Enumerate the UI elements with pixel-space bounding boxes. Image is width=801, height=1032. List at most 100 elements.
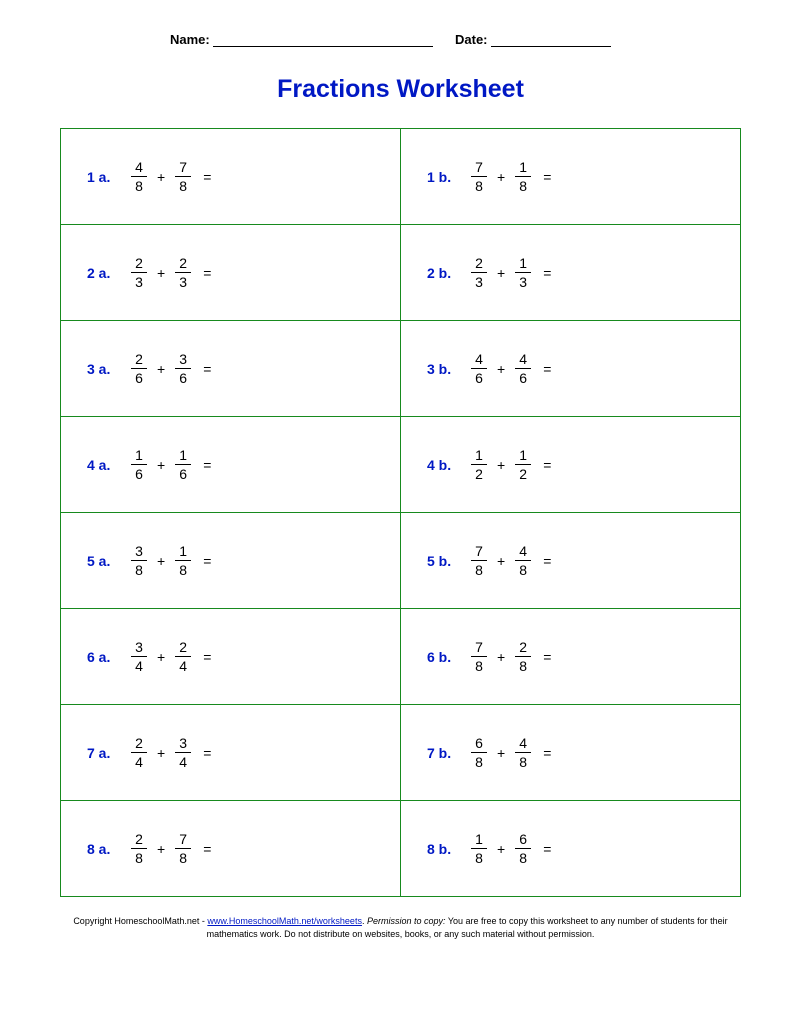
denominator: 8 [516,754,530,770]
numerator: 2 [132,351,146,367]
fraction-bar [515,656,531,657]
operator: + [157,553,165,569]
fraction-bar [175,848,191,849]
operator: + [157,265,165,281]
fraction-bar [515,464,531,465]
problem-cell: 1 a.48+78= [61,129,401,225]
fraction-bar [131,176,147,177]
problem-cell: 2 a.23+23= [61,225,401,321]
fraction-bar [131,848,147,849]
fraction: 23 [131,255,147,290]
numerator: 4 [516,351,530,367]
problem-cell: 4 a.16+16= [61,417,401,513]
denominator: 2 [516,466,530,482]
fraction-bar [131,272,147,273]
problem: 4 b.12+12= [427,447,740,482]
fraction-bar [175,176,191,177]
numerator: 3 [176,351,190,367]
numerator: 1 [516,255,530,271]
date-blank[interactable] [491,34,611,47]
fraction-bar [515,560,531,561]
fraction: 68 [515,831,531,866]
header-fields: Name: Date: [60,32,741,47]
fraction-bar [131,560,147,561]
problem-label: 7 a. [87,745,113,761]
operator: + [157,649,165,665]
footer: Copyright HomeschoolMath.net - www.Homes… [60,915,741,940]
equals-sign: = [203,553,211,569]
denominator: 8 [132,562,146,578]
fraction-bar [515,368,531,369]
denominator: 8 [132,850,146,866]
denominator: 8 [132,178,146,194]
equals-sign: = [543,169,551,185]
name-blank[interactable] [213,34,433,47]
problem: 5 a.38+18= [87,543,400,578]
fraction: 48 [515,543,531,578]
equals-sign: = [543,745,551,761]
numerator: 1 [472,831,486,847]
fraction: 34 [131,639,147,674]
fraction: 48 [515,735,531,770]
fraction-bar [131,368,147,369]
numerator: 2 [176,255,190,271]
fraction: 48 [131,159,147,194]
denominator: 8 [176,562,190,578]
denominator: 8 [176,178,190,194]
numerator: 4 [132,159,146,175]
footer-link[interactable]: www.HomeschoolMath.net/worksheets [207,916,362,926]
operator: + [497,553,505,569]
fraction: 16 [131,447,147,482]
fraction-bar [131,656,147,657]
denominator: 8 [472,850,486,866]
problem-label: 4 b. [427,457,453,473]
denominator: 8 [516,850,530,866]
equals-sign: = [203,265,211,281]
operator: + [157,457,165,473]
numerator: 4 [516,543,530,559]
denominator: 8 [472,754,486,770]
fraction: 78 [471,639,487,674]
problem-label: 6 b. [427,649,453,665]
numerator: 1 [132,447,146,463]
denominator: 4 [132,754,146,770]
numerator: 7 [472,639,486,655]
fraction-bar [515,272,531,273]
permission-label: Permission to copy: [367,916,446,926]
problem: 1 a.48+78= [87,159,400,194]
equals-sign: = [203,841,211,857]
fraction: 18 [471,831,487,866]
problem-cell: 7 b.68+48= [401,705,741,801]
problems-grid: 1 a.48+78=1 b.78+18=2 a.23+23=2 b.23+13=… [60,128,741,897]
problem-label: 1 a. [87,169,113,185]
operator: + [497,841,505,857]
denominator: 6 [516,370,530,386]
fraction-bar [471,848,487,849]
numerator: 2 [472,255,486,271]
fraction-bar [515,848,531,849]
denominator: 4 [176,658,190,674]
fraction-bar [131,464,147,465]
equals-sign: = [543,553,551,569]
operator: + [497,169,505,185]
date-label: Date: [455,32,488,47]
fraction: 23 [175,255,191,290]
denominator: 6 [132,466,146,482]
equals-sign: = [203,649,211,665]
problem: 2 a.23+23= [87,255,400,290]
fraction: 13 [515,255,531,290]
fraction: 24 [175,639,191,674]
problem-cell: 6 a.34+24= [61,609,401,705]
denominator: 3 [176,274,190,290]
equals-sign: = [543,841,551,857]
equals-sign: = [203,361,211,377]
operator: + [497,265,505,281]
numerator: 1 [516,159,530,175]
equals-sign: = [543,265,551,281]
denominator: 3 [132,274,146,290]
fraction: 18 [175,543,191,578]
fraction: 26 [131,351,147,386]
problem-cell: 2 b.23+13= [401,225,741,321]
fraction-bar [471,752,487,753]
denominator: 8 [472,658,486,674]
